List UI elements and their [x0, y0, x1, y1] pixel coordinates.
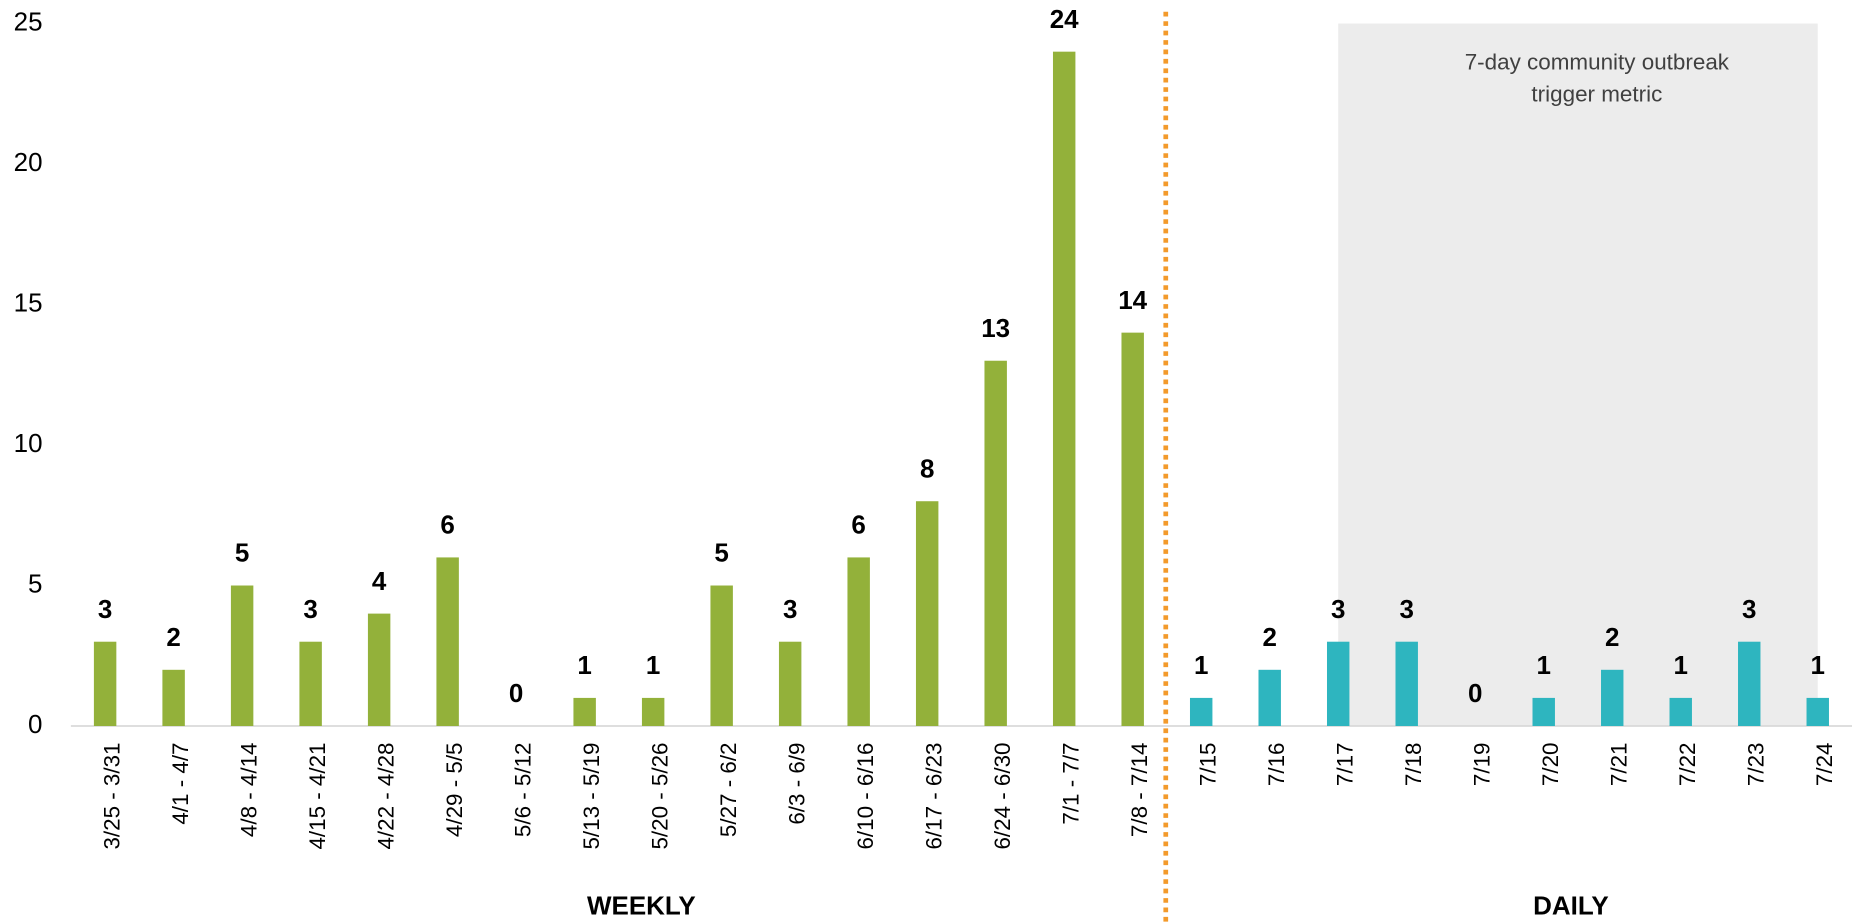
- x-tick-label: 5/13 - 5/19: [579, 743, 604, 850]
- data-label: 3: [98, 596, 112, 624]
- bar: [1326, 641, 1350, 726]
- data-label: 6: [851, 512, 865, 540]
- x-tick-label: 5/20 - 5/26: [647, 743, 672, 850]
- bar: [573, 697, 596, 726]
- group-label: WEEKLY: [587, 892, 696, 920]
- x-tick-label: 6/24 - 6/30: [990, 743, 1015, 850]
- bar: [1121, 332, 1144, 726]
- x-tick-label: 3/25 - 3/31: [99, 743, 124, 850]
- x-tick-label: 7/16: [1264, 743, 1289, 787]
- y-tick-label: 10: [14, 430, 43, 458]
- bar: [915, 501, 939, 726]
- data-label: 0: [1468, 680, 1482, 708]
- x-tick-label: 7/17: [1332, 743, 1357, 787]
- y-tick-label: 20: [14, 149, 43, 177]
- x-tick-label: 6/17 - 6/23: [921, 743, 946, 850]
- data-label: 1: [1674, 652, 1688, 680]
- data-label: 13: [981, 315, 1010, 343]
- bar: [847, 557, 870, 726]
- x-tick-label: 5/27 - 6/2: [716, 743, 741, 838]
- data-label: 2: [1262, 624, 1276, 652]
- bar: [299, 641, 322, 726]
- annotation: 7-day community outbreak: [1465, 50, 1730, 75]
- x-tick-label: 7/8 - 7/14: [1127, 743, 1152, 838]
- bar: [230, 585, 254, 726]
- x-tick-label: 7/15: [1195, 743, 1220, 787]
- group-label: DAILY: [1533, 892, 1609, 920]
- data-label: 5: [714, 540, 728, 568]
- bar: [778, 641, 802, 726]
- x-tick-label: 5/6 - 5/12: [510, 743, 535, 838]
- bar: [1189, 697, 1213, 726]
- x-tick-label: 7/24: [1812, 743, 1837, 787]
- x-tick-label: 6/10 - 6/16: [853, 743, 878, 850]
- x-tick-label: 4/15 - 4/21: [305, 743, 330, 850]
- data-label: 1: [1537, 652, 1551, 680]
- x-tick-label: 7/18: [1401, 743, 1426, 787]
- data-label: 5: [235, 540, 249, 568]
- bar: [984, 360, 1007, 726]
- data-label: 2: [1605, 624, 1619, 652]
- bar: [1669, 697, 1692, 726]
- bar: [1052, 51, 1076, 726]
- x-tick-label: 4/22 - 4/28: [373, 743, 398, 850]
- x-tick-label: 7/21: [1606, 743, 1631, 787]
- bar: [641, 697, 665, 726]
- x-tick-label: 4/29 - 5/5: [442, 743, 467, 838]
- annotation: trigger metric: [1531, 81, 1662, 106]
- data-label: 4: [372, 568, 387, 596]
- data-label: 1: [1194, 652, 1208, 680]
- data-label: 3: [783, 596, 797, 624]
- bar: [93, 641, 117, 726]
- x-tick-label: 7/23: [1743, 742, 1768, 786]
- x-tick-label: 4/1 - 4/7: [168, 743, 193, 825]
- data-label: 1: [1811, 652, 1825, 680]
- data-label: 8: [920, 455, 934, 483]
- data-label: 14: [1118, 287, 1147, 315]
- bar: [1258, 669, 1281, 726]
- y-tick-label: 0: [28, 711, 42, 739]
- data-label: 3: [1331, 596, 1345, 624]
- data-label: 3: [303, 596, 317, 624]
- data-label: 1: [646, 652, 660, 680]
- bar: [1532, 697, 1555, 726]
- data-label: 3: [1399, 596, 1413, 624]
- bar: [1601, 669, 1624, 726]
- x-tick-label: 7/19: [1469, 743, 1494, 787]
- x-tick-label: 4/8 - 4/14: [236, 743, 261, 838]
- data-label: 0: [509, 680, 523, 708]
- bar: [367, 613, 391, 726]
- bar: [436, 557, 459, 726]
- y-tick-label: 5: [28, 570, 42, 598]
- data-label: 24: [1050, 6, 1079, 34]
- bar: [1395, 641, 1418, 726]
- bar: [1806, 697, 1829, 726]
- x-tick-label: 7/22: [1675, 743, 1700, 787]
- trigger-region: [1338, 23, 1818, 727]
- bar: [710, 585, 733, 726]
- data-label: 6: [440, 512, 454, 540]
- data-label: 3: [1742, 596, 1756, 624]
- y-tick-label: 25: [14, 8, 43, 36]
- x-tick-label: 7/20: [1538, 743, 1563, 787]
- x-tick-label: 6/3 - 6/9: [784, 743, 809, 825]
- data-label: 2: [166, 624, 180, 652]
- y-tick-label: 15: [14, 289, 43, 317]
- bar: [1738, 641, 1761, 726]
- bar: [162, 669, 185, 726]
- data-label: 1: [577, 652, 591, 680]
- x-tick-label: 7/1 - 7/7: [1058, 743, 1083, 825]
